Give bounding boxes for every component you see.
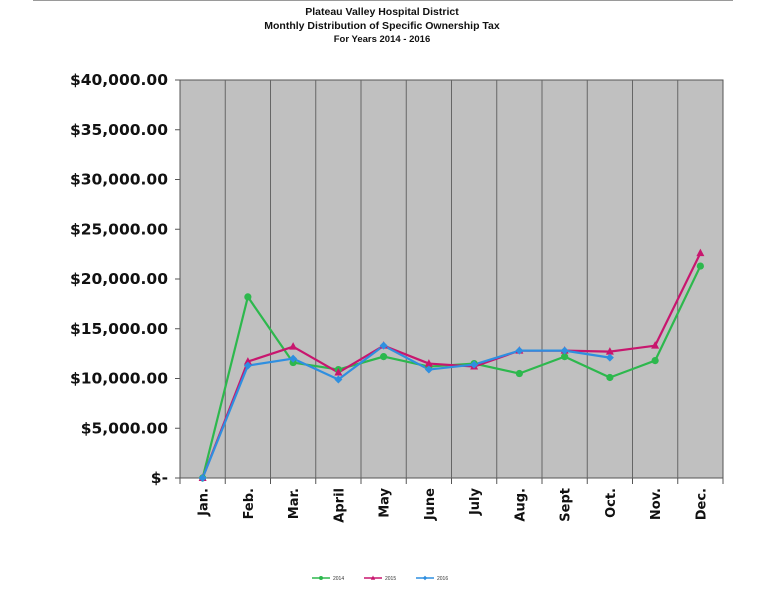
legend-label-2015: 2015 <box>385 576 396 582</box>
y-tick-label: $5,000.00 <box>81 419 168 437</box>
chart-subtitle-years: For Years 2014 - 2016 <box>333 34 431 45</box>
x-tick-label: Oct. <box>604 488 619 518</box>
data-point-2016 <box>334 375 343 384</box>
y-tick-label: $10,000.00 <box>70 370 168 388</box>
y-tick-label: $- <box>151 469 168 487</box>
data-point-2014 <box>380 353 388 361</box>
y-tick-label: $15,000.00 <box>70 320 168 338</box>
data-point-2015 <box>696 248 705 257</box>
x-tick-label: Sept <box>559 488 574 522</box>
y-tick-label: $20,000.00 <box>70 270 168 288</box>
y-tick-label: $30,000.00 <box>70 171 168 189</box>
x-tick-label: Feb. <box>242 488 257 519</box>
data-point-2014 <box>696 262 704 270</box>
legend-label-2014: 2014 <box>333 576 344 582</box>
data-point-2016 <box>605 353 614 362</box>
x-tick-label: Aug. <box>513 488 528 522</box>
data-point-2016 <box>243 361 252 370</box>
data-point-2015 <box>334 368 343 376</box>
x-tick-label: June <box>423 488 438 521</box>
data-point-2014 <box>561 353 569 361</box>
x-tick-label: April <box>332 488 347 523</box>
chart-subtitle: Monthly Distribution of Specific Ownersh… <box>264 19 500 32</box>
x-tick-label: Dec. <box>694 488 709 520</box>
series-line-2015 <box>201 252 702 479</box>
legend-marker-2014 <box>319 576 323 580</box>
data-point-2015 <box>651 341 660 349</box>
series-line-2016 <box>201 344 611 479</box>
data-point-2016 <box>470 360 479 369</box>
data-point-2016 <box>424 365 433 374</box>
data-point-2015 <box>289 342 298 350</box>
y-tick-label: $35,000.00 <box>70 121 168 139</box>
data-point-2014 <box>515 369 523 378</box>
data-point-2015 <box>243 357 252 365</box>
y-tick-label: $25,000.00 <box>70 220 168 238</box>
legend-marker-2016 <box>422 575 428 581</box>
legend-label-2016: 2016 <box>437 576 448 582</box>
data-point-2016 <box>198 474 207 482</box>
data-point-2015 <box>605 347 614 355</box>
data-point-2015 <box>424 359 433 367</box>
x-tick-label: Mar. <box>287 488 302 519</box>
data-point-2016 <box>289 354 298 363</box>
data-point-2016 <box>560 346 569 355</box>
legend-marker-2015 <box>370 575 376 580</box>
x-tick-label: May <box>378 487 393 517</box>
data-point-2014 <box>651 356 659 365</box>
top-border-line <box>33 0 733 1</box>
y-tick-label: $40,000.00 <box>70 71 168 89</box>
data-point-2014 <box>606 373 614 382</box>
data-point-2016 <box>379 341 388 350</box>
data-point-2014 <box>244 293 252 301</box>
x-tick-label: Nov. <box>649 488 664 520</box>
chart-title-block: Plateau Valley Hospital District Monthly… <box>0 6 764 47</box>
x-tick-label: July <box>468 487 483 516</box>
chart-title: Plateau Valley Hospital District <box>305 6 459 18</box>
x-tick-label: Jan. <box>197 488 212 517</box>
data-point-2016 <box>515 346 524 355</box>
